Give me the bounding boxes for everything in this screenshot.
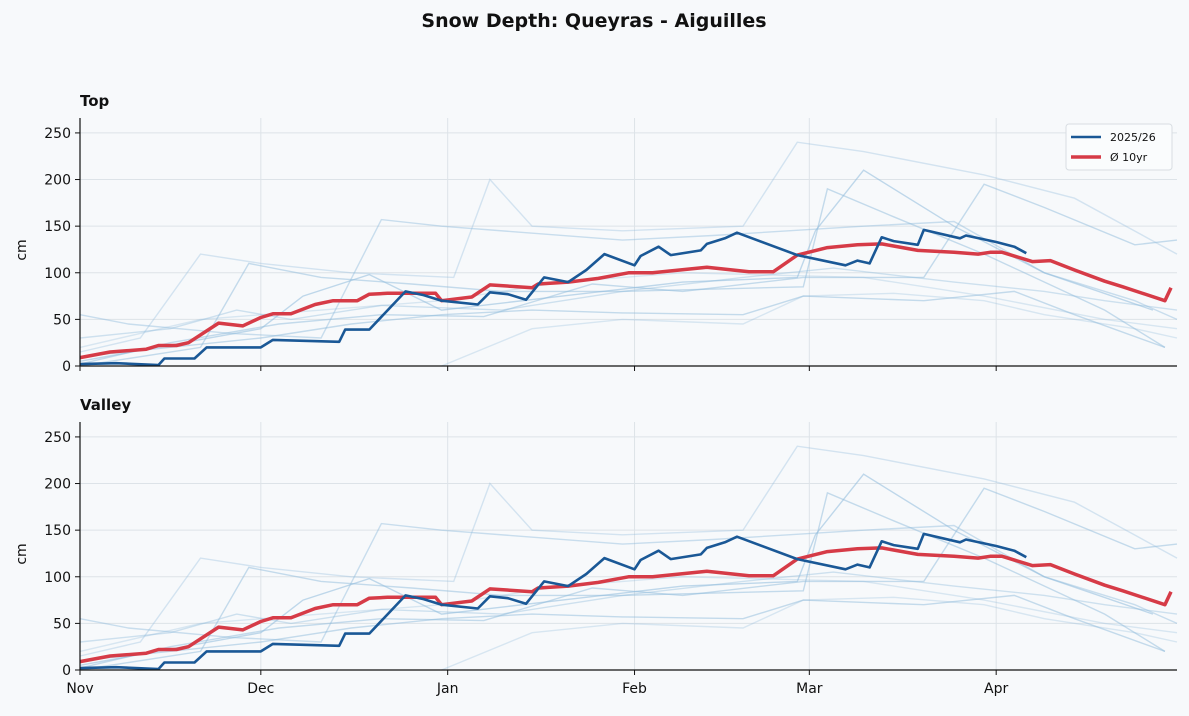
current-season-line [79,532,1027,671]
current-season-line [79,228,1027,367]
history-season-line [79,272,1178,349]
history-season-line [441,292,1178,367]
legend: 2025/26 Ø 10yr [1065,123,1173,171]
history-season-line [79,141,1178,353]
y-axis-label: cm [14,239,30,260]
x-tick-label: Jan [436,681,459,697]
history-season-line [79,487,1178,669]
y-tick-label: 0 [62,359,71,375]
y-axis-label: cm [14,543,30,564]
x-tick-label: Dec [247,681,274,697]
y-tick-label: 100 [44,570,71,586]
history-season-line [79,169,1154,362]
x-tick-label: Nov [66,681,93,697]
y-tick-label: 150 [44,523,71,539]
y-tick-label: 200 [44,173,71,189]
y-tick-label: 250 [44,126,71,142]
x-tick-label: Feb [622,681,647,697]
history-season-line [79,571,1178,643]
history-season-line [79,290,1166,358]
legend-label: Ø 10yr [1110,151,1148,164]
x-tick-label: Mar [796,681,823,697]
chart-title: Snow Depth: Queyras - Aiguilles [421,10,766,32]
history-season-line [79,576,1178,653]
panel-title: Top [80,92,110,110]
y-tick-label: 0 [62,663,71,679]
y-tick-label: 250 [44,430,71,446]
y-tick-label: 50 [53,312,71,328]
y-tick-label: 50 [53,616,71,632]
y-tick-label: 100 [44,266,71,282]
panel-valley: Valley 0 50 100 150 200 250 Nov Dec Jan Feb Mar Apr c… [14,396,1178,697]
x-tick-label: Apr [984,681,1008,697]
history-season-line [79,473,1154,666]
history-season-line [79,183,1178,365]
panel-title: Valley [80,396,131,414]
history-season-line [79,594,1166,662]
legend-label: 2025/26 [1110,131,1156,144]
history-season-line [441,596,1178,671]
y-tick-label: 150 [44,219,71,235]
panel-top: Top 0 50 100 150 200 250 cm 2025/26 Ø 10yr [14,92,1178,375]
history-season-line [79,267,1178,339]
y-tick-label: 200 [44,477,71,493]
history-season-line [79,445,1178,657]
